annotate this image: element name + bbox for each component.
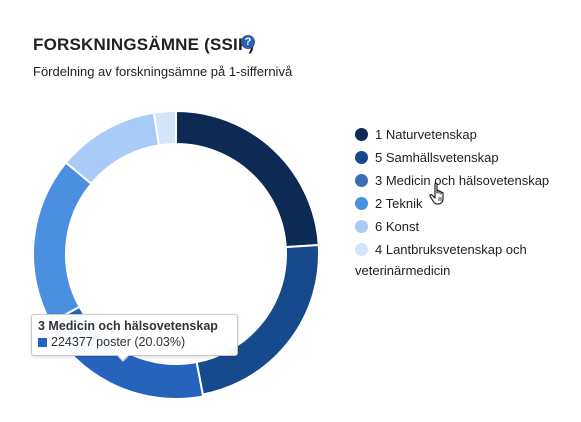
- legend-item-teknik[interactable]: 2 Teknik: [355, 192, 570, 215]
- legend-label-lantbruk-line1: 4 Lantbruksvetenskap och: [375, 242, 527, 257]
- legend-dot-naturvetenskap: [355, 128, 368, 141]
- legend-dot-teknik: [355, 197, 368, 210]
- tooltip-value: 224377 poster (20.03%): [51, 335, 186, 349]
- legend-dot-lantbruk: [355, 243, 368, 256]
- chart-legend: 1 Naturvetenskap 5 Samhällsvetenskap 3 M…: [355, 123, 570, 281]
- legend-label-konst: 6 Konst: [375, 219, 420, 234]
- chart-subtitle: Fördelning av forskningsämne på 1-siffer…: [33, 64, 293, 79]
- legend-dot-samhallsvetenskap: [355, 151, 368, 164]
- chart-title: FORSKNINGSÄMNE (SSIF): [33, 35, 255, 54]
- legend-label-medicin: 3 Medicin och hälsovetenskap: [375, 173, 550, 188]
- legend-item-medicin[interactable]: 3 Medicin och hälsovetenskap: [355, 169, 570, 192]
- hand-pointer-icon: [429, 182, 444, 205]
- legend-item-samhallsvetenskap[interactable]: 5 Samhällsvetenskap: [355, 146, 570, 169]
- chart-tooltip: 3 Medicin och hälsovetenskap 224377 post…: [31, 314, 238, 356]
- legend-item-konst[interactable]: 6 Konst: [355, 215, 570, 238]
- legend-label-samhallsvetenskap: 5 Samhällsvetenskap: [375, 150, 499, 165]
- legend-label-naturvetenskap: 1 Naturvetenskap: [375, 127, 477, 142]
- question-circle-icon[interactable]: ?: [241, 35, 255, 49]
- tooltip-value-row: 224377 poster (20.03%): [38, 335, 231, 349]
- donut-slice-2-teknik[interactable]: [32, 161, 93, 325]
- legend-dot-medicin: [355, 174, 368, 187]
- tooltip-title: 3 Medicin och hälsovetenskap: [38, 319, 218, 333]
- tooltip-arrow: [116, 354, 130, 362]
- legend-item-naturvetenskap[interactable]: 1 Naturvetenskap: [355, 123, 570, 146]
- legend-label-teknik: 2 Teknik: [375, 196, 423, 211]
- legend-label-lantbruk-line2: veterinärmedicin: [355, 263, 451, 278]
- donut-slice-6-konst[interactable]: [64, 111, 161, 186]
- legend-item-lantbruk[interactable]: 4 Lantbruksvetenskap och veterinärmedici…: [355, 238, 570, 281]
- donut-slice-1-naturvetenskap[interactable]: [175, 109, 320, 249]
- donut-slice-4-lantbruksvetenskap-och-veterin-rmedicin[interactable]: [152, 109, 177, 147]
- tooltip-swatch: [38, 338, 47, 347]
- legend-dot-konst: [355, 220, 368, 233]
